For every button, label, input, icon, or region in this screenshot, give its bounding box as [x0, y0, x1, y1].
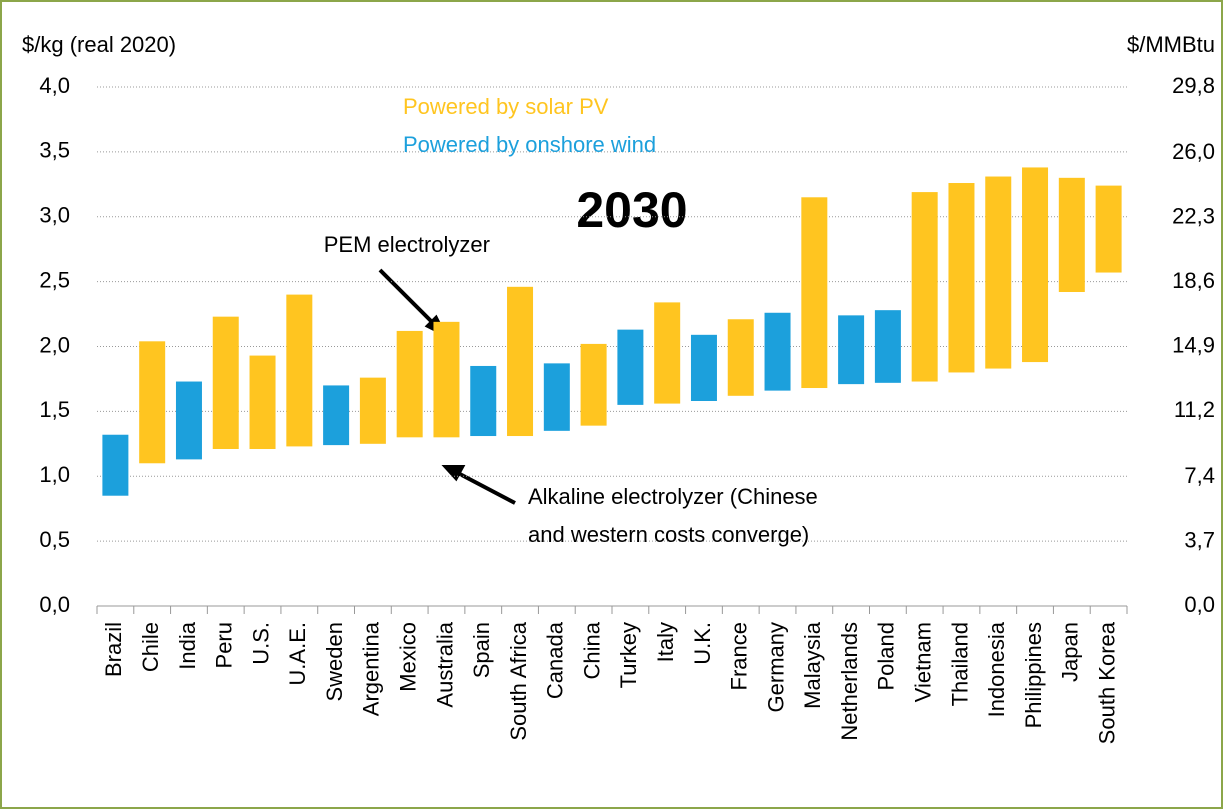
bar	[286, 294, 313, 447]
bar	[654, 302, 681, 404]
x-tick-label: Japan	[1058, 622, 1083, 682]
x-tick-label: Chile	[138, 622, 163, 672]
y2-tick-label: 3,7	[1184, 527, 1215, 552]
annotation: and western costs converge)	[528, 522, 809, 547]
x-tick-label: U.S.	[248, 622, 273, 665]
annotation: Alkaline electrolyzer (Chinese	[528, 484, 818, 509]
bar	[175, 381, 202, 460]
alkaline-arrow	[455, 470, 516, 505]
bar	[838, 315, 865, 385]
bar	[1022, 167, 1049, 363]
x-tick-label: Mexico	[395, 622, 420, 692]
bar	[727, 319, 754, 396]
bar	[1058, 177, 1085, 293]
x-tick-label: Italy	[653, 622, 678, 662]
bar	[617, 329, 644, 405]
x-tick-label: Australia	[432, 621, 457, 707]
bar	[948, 183, 975, 373]
alkaline-arrowhead	[441, 465, 466, 482]
y2-tick-label: 26,0	[1172, 139, 1215, 164]
y2-tick-label: 22,3	[1172, 203, 1215, 228]
y2-tick-label: 18,6	[1172, 268, 1215, 293]
y2-tick-label: 0,0	[1184, 592, 1215, 617]
x-tick-label: Philippines	[1021, 622, 1046, 728]
y-tick-label: 4,0	[39, 73, 70, 98]
y-axis-label: $/kg (real 2020)	[22, 32, 176, 57]
y-tick-label: 0,0	[39, 592, 70, 617]
y-tick-label: 3,5	[39, 138, 70, 163]
x-tick-label: India	[175, 621, 200, 669]
x-tick-label: Vietnam	[910, 622, 935, 702]
x-tick-label: Sweden	[322, 622, 347, 702]
x-tick-label: Brazil	[101, 622, 126, 677]
bar	[801, 197, 828, 389]
bar	[212, 316, 239, 450]
y2-tick-label: 29,8	[1172, 73, 1215, 98]
x-tick-label: France	[727, 622, 752, 690]
x-tick-label: South Africa	[506, 621, 531, 740]
bar	[874, 310, 901, 383]
bar	[359, 377, 386, 444]
x-tick-label: Poland	[874, 622, 899, 691]
bar	[323, 385, 350, 446]
bar	[1095, 185, 1122, 273]
bar	[985, 176, 1012, 369]
legend-entry: Powered by solar PV	[403, 94, 609, 119]
bar	[249, 355, 276, 450]
y2-tick-label: 11,2	[1174, 397, 1215, 422]
x-tick-label: U.K.	[690, 622, 715, 665]
y-tick-label: 1,5	[39, 397, 70, 422]
x-tick-label: Germany	[763, 622, 788, 712]
chart-title: 2030	[576, 182, 687, 238]
y-tick-label: 2,5	[39, 267, 70, 292]
y2-tick-label: 7,4	[1184, 463, 1215, 488]
x-tick-label: Spain	[469, 622, 494, 678]
y-tick-label: 0,5	[39, 527, 70, 552]
pem-arrow	[378, 268, 438, 328]
x-tick-label: China	[579, 621, 604, 679]
bar	[507, 286, 534, 437]
bar	[911, 192, 938, 382]
bar	[102, 434, 129, 496]
legend-entry: Powered by onshore wind	[403, 132, 656, 157]
x-tick-label: Malaysia	[800, 621, 825, 709]
x-tick-label: Indonesia	[984, 621, 1009, 717]
bar	[690, 334, 717, 401]
y2-axis-label: $/MMBtu	[1127, 32, 1215, 57]
x-tick-label: South Korea	[1094, 621, 1119, 744]
bar	[470, 365, 497, 437]
y-tick-label: 1,0	[39, 462, 70, 487]
x-tick-label: U.A.E.	[285, 622, 310, 686]
x-tick-label: Turkey	[616, 622, 641, 688]
x-tick-label: Thailand	[947, 622, 972, 706]
y2-tick-label: 14,9	[1172, 332, 1215, 357]
y-tick-label: 2,0	[39, 332, 70, 357]
annotation: PEM electrolyzer	[324, 232, 490, 257]
x-tick-label: Canada	[543, 621, 568, 699]
y-tick-label: 3,0	[39, 203, 70, 228]
bar	[139, 341, 166, 464]
bar	[433, 321, 460, 438]
bar	[543, 363, 570, 431]
x-tick-label: Peru	[212, 622, 237, 668]
bar	[396, 330, 423, 438]
bar	[764, 312, 791, 391]
x-tick-label: Argentina	[359, 621, 384, 716]
x-tick-label: Netherlands	[837, 622, 862, 741]
bar	[580, 343, 607, 426]
